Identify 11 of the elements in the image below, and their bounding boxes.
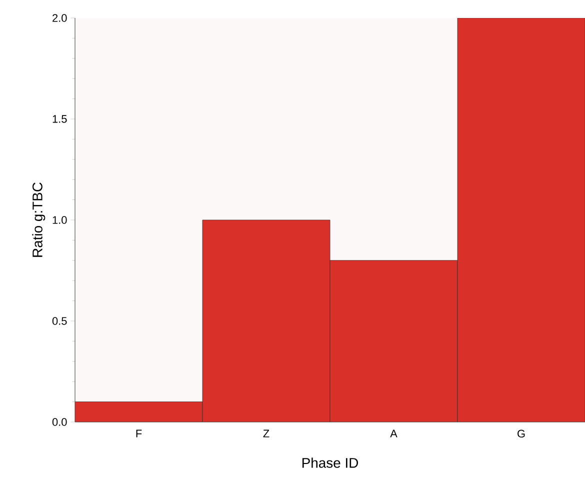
x-tick-label: G: [518, 430, 525, 438]
y-tick-label: 0.0: [52, 418, 67, 426]
x-tick-label: Z: [263, 430, 270, 438]
x-axis-title: Phase ID: [302, 458, 358, 468]
y-tick-label: 0.5: [52, 317, 67, 325]
x-tick-label: F: [136, 430, 142, 438]
y-tick-label: 2.0: [52, 14, 67, 22]
y-axis-title: Ratio g:TBC: [32, 182, 46, 257]
y-tick-label: 1.0: [52, 216, 67, 224]
x-tick-label: A: [390, 430, 398, 438]
y-tick-label: 1.5: [52, 115, 67, 123]
